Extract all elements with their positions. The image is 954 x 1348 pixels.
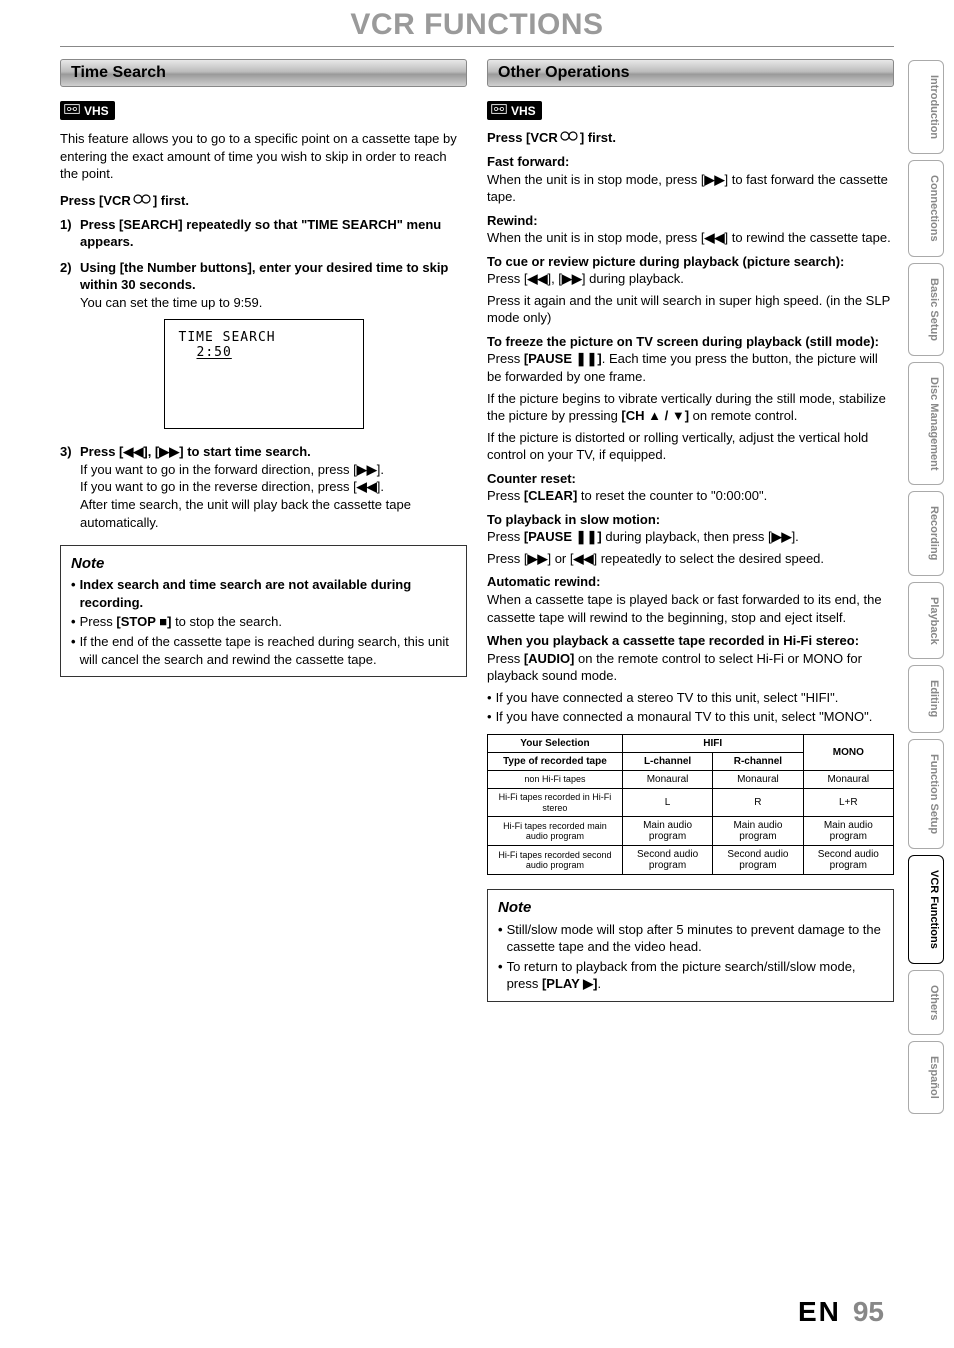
vcr-reels-icon [560,130,578,145]
rw-text: When the unit is in stop mode, press [◀◀… [487,229,894,247]
note-item: If the end of the cassette tape is reach… [71,633,456,668]
vcr-reels-icon [133,193,151,208]
time-search-screen: TIME SEARCH 2:50 [164,319,364,429]
step-2: 2) Using [the Number buttons], enter you… [60,259,467,312]
tab-vcr-functions[interactable]: VCR Functions [908,855,944,964]
page-footer: EN 95 [798,1296,884,1328]
note-item: Index search and time search are not ava… [71,576,456,611]
rewind-icon: ◀◀ [123,444,143,459]
cassette-icon [491,103,507,118]
content-area: Time Search VHS This feature allows you … [0,47,954,1002]
cue-text2: Press it again and the unit will search … [487,292,894,327]
press-vcr-first: Press [VCR ] first. [487,130,894,145]
footer-lang: EN [798,1296,841,1328]
forward-icon: ▶▶ [562,271,582,286]
table-row: Hi-Fi tapes recorded second audio progra… [488,846,894,875]
vhs-badge: VHS [487,101,542,120]
auto-heading: Automatic rewind: [487,573,894,591]
vhs-badge: VHS [60,101,115,120]
hifi-heading: When you playback a cassette tape record… [487,632,894,650]
right-column: Other Operations VHS Press [VCR ] first.… [487,59,894,1002]
right-note-box: Note Still/slow mode will stop after 5 m… [487,889,894,1001]
ff-heading: Fast forward: [487,153,894,171]
tab-function-setup[interactable]: Function Setup [908,739,944,849]
counter-heading: Counter reset: [487,470,894,488]
forward-icon: ▶▶ [527,551,547,566]
side-tabs: Introduction Connections Basic Setup Dis… [908,60,944,1114]
step-3: 3) Press [◀◀], [▶▶] to start time search… [60,443,467,531]
slow-heading: To playback in slow motion: [487,511,894,529]
footer-page: 95 [853,1296,884,1328]
forward-icon: ▶▶ [159,444,179,459]
time-search-intro: This feature allows you to go to a speci… [60,130,467,183]
page-title: VCR FUNCTIONS [60,0,894,47]
rewind-icon: ◀◀ [705,230,725,245]
other-ops-header: Other Operations [487,59,894,87]
rw-heading: Rewind: [487,212,894,230]
ff-text: When the unit is in stop mode, press [▶▶… [487,171,894,206]
cassette-icon [64,103,80,118]
rewind-icon: ◀◀ [357,479,377,494]
tab-disc-management[interactable]: Disc Management [908,362,944,486]
cue-text: Press [◀◀], [▶▶] during playback. [487,270,894,288]
tab-recording[interactable]: Recording [908,491,944,575]
audio-table: Your Selection HIFI MONO Type of recorde… [487,734,894,876]
vhs-label: VHS [84,104,109,118]
tab-connections[interactable]: Connections [908,160,944,257]
table-row: Hi-Fi tapes recorded in Hi-Fi stereoLRL+… [488,788,894,817]
forward-icon: ▶▶ [357,462,377,477]
rewind-icon: ◀◀ [527,271,547,286]
cue-heading: To cue or review picture during playback… [487,253,894,271]
vhs-label: VHS [511,104,536,118]
tab-espanol[interactable]: Español [908,1041,944,1114]
note-item: To return to playback from the picture s… [498,958,883,993]
table-row: non Hi-Fi tapesMonauralMonauralMonaural [488,770,894,788]
note-item: Press [STOP ■] to stop the search. [71,613,456,631]
step-1: 1) Press [SEARCH] repeatedly so that "TI… [60,216,467,251]
table-row: Hi-Fi tapes recorded main audio programM… [488,817,894,846]
freeze-heading: To freeze the picture on TV screen durin… [487,333,894,351]
press-vcr-first: Press [VCR ] first. [60,193,467,208]
forward-icon: ▶▶ [705,172,725,187]
rewind-icon: ◀◀ [573,551,593,566]
tab-introduction[interactable]: Introduction [908,60,944,154]
time-search-header: Time Search [60,59,467,87]
tab-basic-setup[interactable]: Basic Setup [908,263,944,356]
left-column: Time Search VHS This feature allows you … [60,59,467,1002]
left-note-box: Note Index search and time search are no… [60,545,467,677]
tab-editing[interactable]: Editing [908,665,944,732]
tab-others[interactable]: Others [908,970,944,1035]
note-item: Still/slow mode will stop after 5 minute… [498,921,883,956]
tab-playback[interactable]: Playback [908,582,944,660]
forward-icon: ▶▶ [772,529,792,544]
